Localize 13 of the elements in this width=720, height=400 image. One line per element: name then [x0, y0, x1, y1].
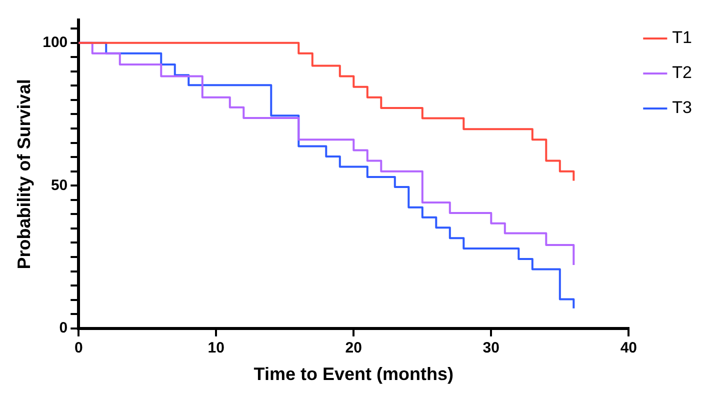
x-tick-label: 20: [345, 340, 362, 357]
x-tick-label: 40: [620, 340, 638, 357]
y-axis-title: Probability of Survival: [14, 79, 34, 270]
y-tick-label: 100: [42, 34, 68, 51]
legend-label: T3: [672, 98, 692, 118]
x-tick-label: 0: [74, 340, 83, 357]
legend-label: T2: [672, 63, 692, 82]
legend-label: T1: [672, 28, 692, 48]
x-tick-label: 10: [208, 340, 224, 357]
y-tick-label: 0: [59, 320, 68, 337]
x-tick-label: 30: [482, 340, 500, 357]
y-tick-label: 50: [50, 176, 68, 194]
x-axis-title: Time to Event (months): [254, 364, 454, 384]
